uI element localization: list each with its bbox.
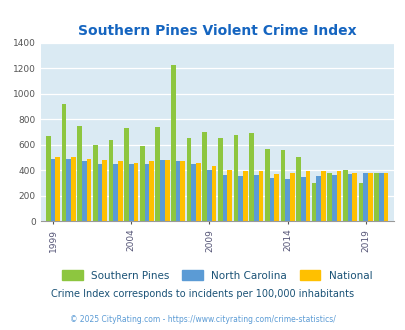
Bar	[320, 171, 325, 221]
Bar	[133, 163, 138, 221]
Bar	[342, 170, 347, 221]
Bar	[160, 160, 164, 221]
Bar	[373, 173, 378, 221]
Bar	[93, 145, 98, 221]
Bar	[383, 173, 388, 221]
Bar	[289, 173, 294, 221]
Bar	[98, 164, 102, 221]
Bar	[55, 157, 60, 221]
Bar	[222, 175, 227, 221]
Bar	[358, 183, 362, 221]
Bar	[51, 159, 55, 221]
Bar	[367, 173, 372, 221]
Bar	[191, 164, 196, 221]
Title: Southern Pines Violent Crime Index: Southern Pines Violent Crime Index	[78, 23, 356, 38]
Bar	[118, 161, 122, 221]
Bar	[243, 172, 247, 221]
Bar	[155, 127, 160, 221]
Bar	[326, 173, 331, 221]
Bar	[139, 146, 144, 221]
Bar	[362, 173, 367, 221]
Text: © 2025 CityRating.com - https://www.cityrating.com/crime-statistics/: © 2025 CityRating.com - https://www.city…	[70, 315, 335, 324]
Bar	[300, 177, 305, 221]
Bar	[108, 140, 113, 221]
Bar	[102, 160, 107, 221]
Bar	[180, 161, 185, 221]
Bar	[280, 150, 284, 221]
Bar	[284, 179, 289, 221]
Bar	[196, 163, 200, 221]
Bar	[71, 157, 76, 221]
Bar	[253, 175, 258, 221]
Bar	[305, 171, 309, 221]
Bar	[149, 161, 153, 221]
Bar	[66, 159, 71, 221]
Bar	[129, 164, 133, 221]
Bar	[46, 136, 51, 221]
Bar	[295, 157, 300, 221]
Bar	[144, 164, 149, 221]
Bar	[113, 164, 118, 221]
Bar	[82, 161, 87, 221]
Bar	[249, 133, 253, 221]
Bar	[87, 159, 91, 221]
Bar	[331, 175, 336, 221]
Bar	[378, 173, 383, 221]
Legend: Southern Pines, North Carolina, National: Southern Pines, North Carolina, National	[58, 266, 375, 285]
Bar	[238, 176, 243, 221]
Bar	[175, 161, 180, 221]
Bar	[124, 128, 129, 221]
Text: Crime Index corresponds to incidents per 100,000 inhabitants: Crime Index corresponds to incidents per…	[51, 289, 354, 299]
Bar	[171, 65, 175, 221]
Bar	[347, 174, 352, 221]
Bar	[264, 148, 269, 221]
Bar	[233, 135, 238, 221]
Bar	[207, 170, 211, 221]
Bar	[62, 104, 66, 221]
Bar	[211, 166, 216, 221]
Bar	[227, 170, 232, 221]
Bar	[164, 160, 169, 221]
Bar	[315, 176, 320, 221]
Bar	[336, 171, 341, 221]
Bar	[274, 174, 278, 221]
Bar	[352, 173, 356, 221]
Bar	[311, 183, 315, 221]
Bar	[217, 138, 222, 221]
Bar	[186, 138, 191, 221]
Bar	[258, 172, 263, 221]
Bar	[269, 178, 274, 221]
Bar	[77, 126, 82, 221]
Bar	[202, 132, 207, 221]
